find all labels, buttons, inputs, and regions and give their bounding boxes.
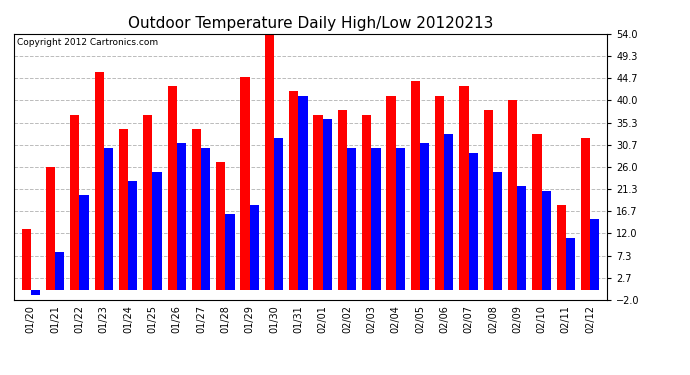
Bar [298,96,308,291]
Bar [411,81,420,291]
Bar [128,181,137,291]
Bar [532,134,542,291]
Bar [469,153,477,291]
Bar [435,96,444,291]
Bar [95,72,103,291]
Bar [119,129,128,291]
Bar [240,76,250,291]
Bar [313,115,323,291]
Bar [79,195,89,291]
Bar [347,148,356,291]
Bar [168,86,177,291]
Title: Outdoor Temperature Daily High/Low 20120213: Outdoor Temperature Daily High/Low 20120… [128,16,493,31]
Bar [177,143,186,291]
Bar [386,96,395,291]
Bar [144,115,152,291]
Bar [420,143,429,291]
Bar [566,238,575,291]
Bar [250,205,259,291]
Bar [46,167,55,291]
Bar [518,186,526,291]
Bar [460,86,469,291]
Bar [581,138,590,291]
Bar [289,91,298,291]
Bar [55,252,64,291]
Bar [337,110,347,291]
Bar [557,205,566,291]
Text: Copyright 2012 Cartronics.com: Copyright 2012 Cartronics.com [17,38,158,47]
Bar [590,219,600,291]
Bar [493,172,502,291]
Bar [323,119,332,291]
Bar [104,148,113,291]
Bar [395,148,405,291]
Bar [444,134,453,291]
Bar [70,115,79,291]
Bar [371,148,381,291]
Bar [542,190,551,291]
Bar [152,172,161,291]
Bar [201,148,210,291]
Bar [274,138,284,291]
Bar [362,115,371,291]
Bar [484,110,493,291]
Bar [31,291,40,295]
Bar [265,34,274,291]
Bar [216,162,226,291]
Bar [192,129,201,291]
Bar [21,229,31,291]
Bar [226,214,235,291]
Bar [508,100,518,291]
